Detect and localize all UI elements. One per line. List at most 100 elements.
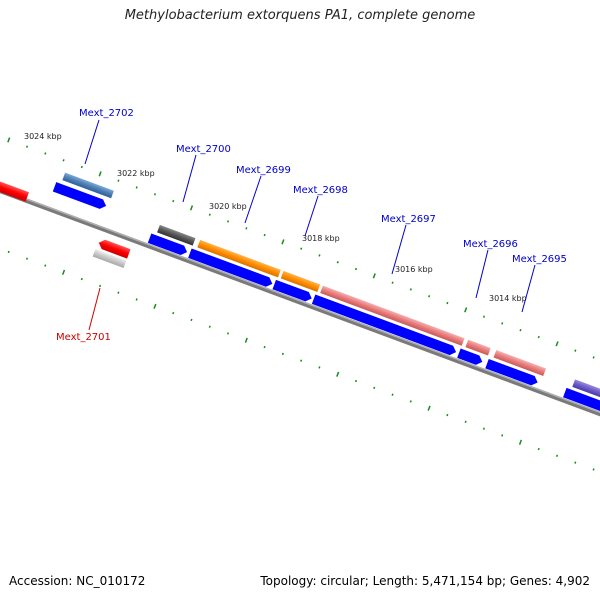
label-overlay: 3024 kbp 3022 kbp 3020 kbp 3018 kbp 3016… <box>24 108 567 343</box>
minor-tick <box>208 325 211 328</box>
minor-tick <box>153 193 157 196</box>
cds-arrow-mext-2701[interactable] <box>97 238 131 259</box>
leader-mext-2696 <box>475 249 489 299</box>
major-tick <box>518 439 523 445</box>
accession-text: Accession: NC_010172 <box>9 574 146 588</box>
gene-block-mext-2698[interactable] <box>280 270 321 293</box>
cds-arrow-unlabeled[interactable] <box>563 387 600 420</box>
minor-tick <box>227 220 230 223</box>
minor-tick <box>519 329 522 332</box>
leader-mext-2697 <box>391 224 407 275</box>
tick-row-inner <box>7 250 595 471</box>
major-tick <box>98 171 102 177</box>
gene-block-mext-2702[interactable] <box>62 172 114 199</box>
gene-block-mext-2701[interactable] <box>92 248 127 268</box>
cds-arrow-mext-2702[interactable] <box>52 182 108 211</box>
leader-mext-2698 <box>304 195 319 237</box>
minor-tick <box>537 447 540 451</box>
cds-arrow-mext-2699[interactable] <box>188 248 274 288</box>
major-tick <box>244 337 248 343</box>
minor-tick <box>336 261 339 264</box>
tick-row-outer <box>7 137 595 359</box>
minor-tick <box>172 199 175 203</box>
leader-mext-2701 <box>88 287 101 331</box>
minor-tick <box>391 393 394 396</box>
minor-tick <box>99 284 102 288</box>
gene-label-mext-2700[interactable]: Mext_2700 <box>176 144 231 155</box>
gene-label-mext-2699[interactable]: Mext_2699 <box>236 165 291 176</box>
minor-tick <box>263 345 266 349</box>
minor-tick <box>117 179 120 182</box>
minor-tick <box>555 454 559 458</box>
cds-arrow-mext-2700[interactable] <box>147 233 189 256</box>
minor-tick <box>592 468 595 471</box>
minor-tick <box>208 213 211 216</box>
leader-mext-2699 <box>244 175 262 224</box>
minor-tick <box>300 359 303 362</box>
minor-tick <box>354 267 358 271</box>
minor-tick <box>135 298 138 301</box>
minor-tick <box>44 264 47 267</box>
minor-tick <box>482 427 485 430</box>
tick-label-3016: 3016 kbp <box>395 265 433 274</box>
gene-label-mext-2698[interactable]: Mext_2698 <box>293 185 348 196</box>
minor-tick <box>373 386 376 390</box>
gene-label-mext-2702[interactable]: Mext_2702 <box>79 108 134 119</box>
minor-tick <box>263 233 266 237</box>
tick-label-3024: 3024 kbp <box>24 132 62 141</box>
gene-block-unlabeled-purple[interactable] <box>572 379 600 408</box>
cds-arrow-mext-2696[interactable] <box>457 348 484 367</box>
cds-arrow-mext-2698[interactable] <box>272 279 314 303</box>
minor-tick <box>464 420 467 424</box>
minor-tick <box>446 413 449 417</box>
major-tick <box>427 405 431 411</box>
minor-tick <box>245 227 248 230</box>
minor-tick <box>226 332 230 335</box>
major-tick <box>336 371 340 377</box>
minor-tick <box>25 257 29 260</box>
gene-block-mext-2695[interactable] <box>493 350 547 377</box>
leader-mext-2702 <box>84 119 100 165</box>
major-tick <box>61 269 66 275</box>
minor-tick <box>7 250 10 254</box>
tick-label-3014: 3014 kbp <box>489 294 527 303</box>
minor-tick <box>574 461 577 464</box>
major-tick <box>555 341 559 347</box>
gene-block-mext-2696[interactable] <box>465 339 491 356</box>
genome-backbone <box>0 181 600 437</box>
minor-tick <box>300 247 303 250</box>
gene-label-mext-2697[interactable]: Mext_2697 <box>381 214 436 225</box>
minor-tick <box>391 281 394 284</box>
page-title: Methylobacterium extorquens PA1, complet… <box>124 8 476 23</box>
minor-tick <box>501 434 504 437</box>
leader-mext-2700 <box>182 154 197 203</box>
minor-tick <box>409 400 412 403</box>
minor-tick <box>281 352 284 356</box>
minor-tick <box>172 311 175 315</box>
cds-arrow-mext-2695[interactable] <box>485 358 539 387</box>
gene-label-mext-2696[interactable]: Mext_2696 <box>463 239 518 250</box>
minor-tick <box>501 322 504 325</box>
gene-label-mext-2695[interactable]: Mext_2695 <box>512 254 567 265</box>
major-tick <box>372 273 376 279</box>
tick-label-3020: 3020 kbp <box>209 202 247 211</box>
tick-label-3018: 3018 kbp <box>302 234 340 243</box>
minor-tick <box>428 295 431 298</box>
minor-tick <box>62 159 65 162</box>
cds-arrow-mext-2697[interactable] <box>311 294 458 356</box>
major-tick <box>189 205 194 211</box>
cds-arrow-offscreen-left[interactable] <box>0 175 30 202</box>
gene-block-mext-2700[interactable] <box>157 224 196 246</box>
gene-label-mext-2701[interactable]: Mext_2701 <box>56 332 111 343</box>
tick-label-3022: 3022 kbp <box>117 169 155 178</box>
minor-tick <box>318 366 321 369</box>
gene-block-mext-2699[interactable] <box>197 239 281 278</box>
minor-tick <box>44 152 47 155</box>
minor-tick <box>574 349 577 352</box>
minor-tick <box>80 165 83 169</box>
minor-tick <box>446 301 449 305</box>
gene-block-mext-2697[interactable] <box>320 285 465 346</box>
minor-tick <box>135 186 138 189</box>
